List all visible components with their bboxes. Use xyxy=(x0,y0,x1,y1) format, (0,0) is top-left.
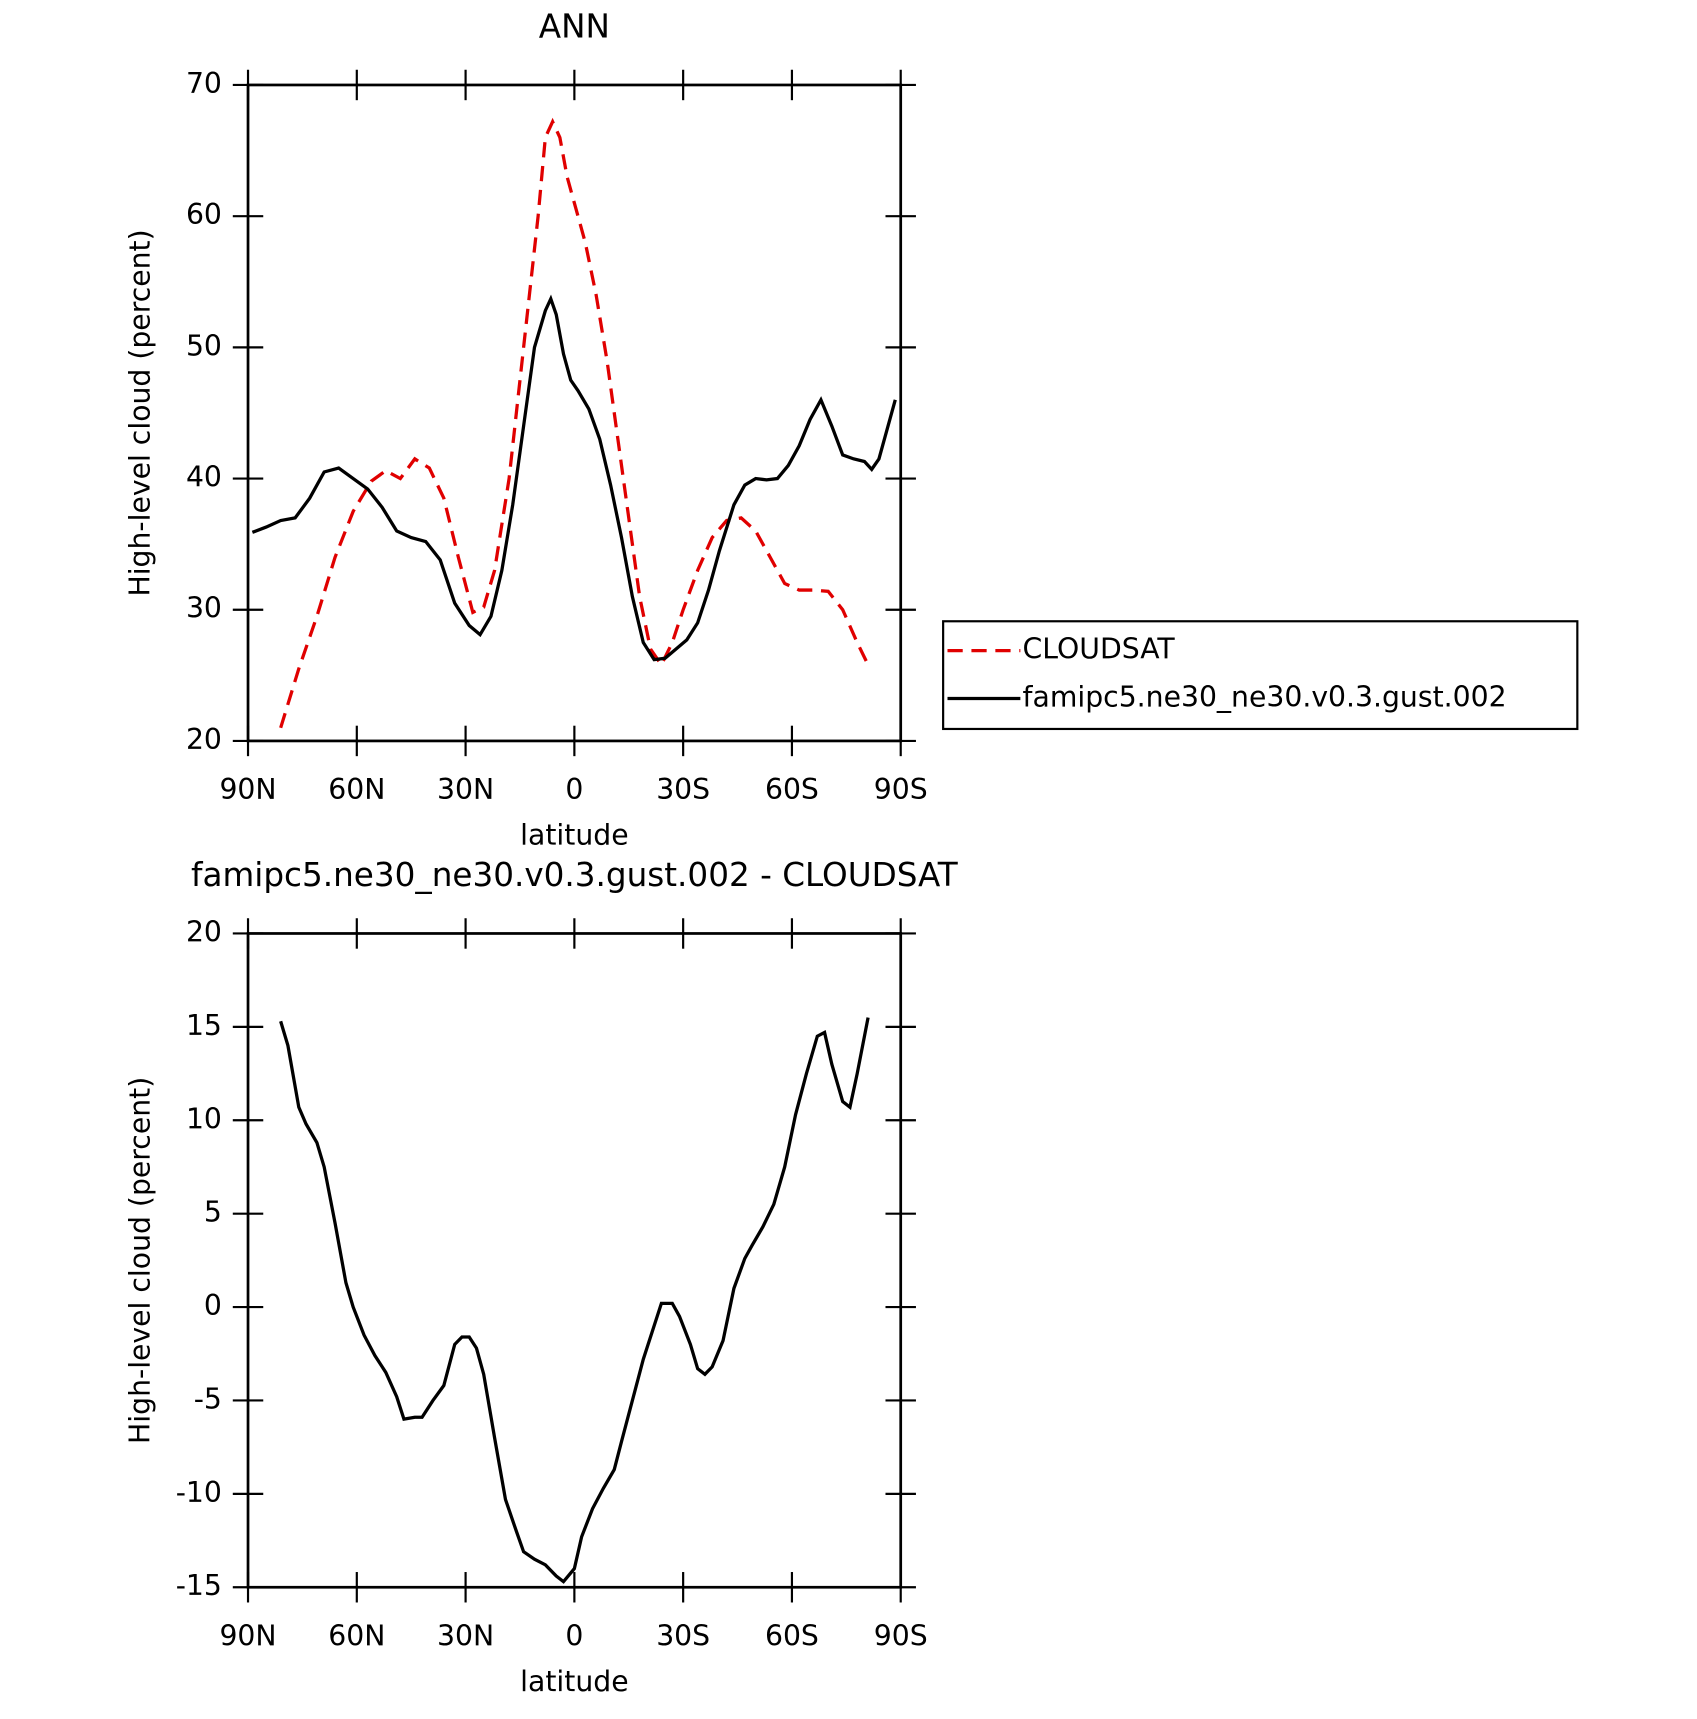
data-line xyxy=(279,1017,870,1584)
chart-title: ANN xyxy=(539,7,610,45)
y-tick-label: 60 xyxy=(186,198,222,231)
x-tick-label: 90N xyxy=(219,773,276,806)
y-tick-label: -5 xyxy=(194,1382,222,1415)
y-tick-label: 50 xyxy=(186,329,222,362)
legend-box xyxy=(942,620,1579,731)
x-tick-label: 60S xyxy=(765,1619,819,1652)
y-tick-label: 30 xyxy=(186,592,222,625)
x-tick-label: 30N xyxy=(437,773,494,806)
legend-label: famipc5.ne30_ne30.v0.3.gust.002 xyxy=(1023,681,1507,714)
y-tick-label: 40 xyxy=(186,461,222,494)
y-axis-label: High-level cloud (percent) xyxy=(123,1077,156,1444)
y-tick-label: 0 xyxy=(204,1289,222,1322)
data-line xyxy=(251,294,897,662)
data-line xyxy=(279,117,870,729)
chart-title: famipc5.ne30_ne30.v0.3.gust.002 - CLOUDS… xyxy=(191,856,959,894)
plot-frame xyxy=(246,83,903,743)
x-tick-label: 90S xyxy=(874,773,928,806)
x-tick-label: 0 xyxy=(565,773,583,806)
x-tick-label: 60N xyxy=(328,1619,385,1652)
legend-label: CLOUDSAT xyxy=(1023,633,1176,666)
y-tick-label: -10 xyxy=(176,1476,222,1509)
x-tick-label: 90S xyxy=(874,1619,928,1652)
y-tick-label: 20 xyxy=(186,915,222,948)
x-axis-label: latitude xyxy=(520,1665,628,1698)
y-axis-label: High-level cloud (percent) xyxy=(123,229,156,596)
x-tick-label: 30S xyxy=(656,1619,710,1652)
x-tick-label: 60S xyxy=(765,773,819,806)
y-tick-label: 15 xyxy=(186,1009,222,1042)
x-axis-label: latitude xyxy=(520,819,628,852)
plot-frame xyxy=(246,932,903,1589)
x-tick-label: 90N xyxy=(219,1619,276,1652)
y-tick-label: 20 xyxy=(186,723,222,756)
x-tick-label: 0 xyxy=(565,1619,583,1652)
y-tick-label: 70 xyxy=(186,67,222,100)
x-tick-label: 30S xyxy=(656,773,710,806)
y-tick-label: 10 xyxy=(186,1102,222,1135)
y-tick-label: -15 xyxy=(176,1569,222,1602)
x-tick-label: 60N xyxy=(328,773,385,806)
x-tick-label: 30N xyxy=(437,1619,494,1652)
y-tick-label: 5 xyxy=(204,1196,222,1229)
